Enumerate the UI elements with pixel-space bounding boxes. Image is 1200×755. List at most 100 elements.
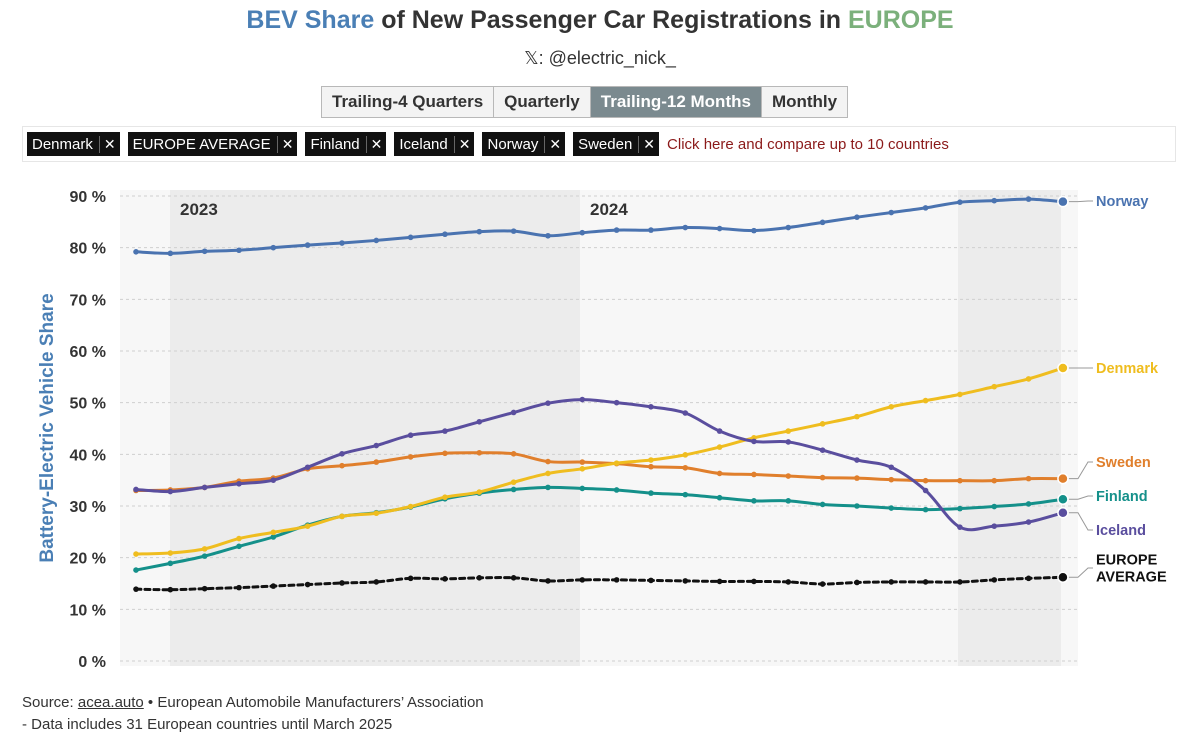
chip-iceland: Iceland ✕ xyxy=(394,132,475,156)
y-tick-label: 30 % xyxy=(70,499,106,516)
data-point-denmark xyxy=(304,523,311,529)
data-point-sweden xyxy=(991,477,998,484)
data-point-iceland xyxy=(854,457,860,463)
data-point-europe-average xyxy=(579,577,586,583)
data-point-norway xyxy=(613,227,620,233)
data-point-europe-average xyxy=(373,579,380,585)
series-label-europe-average: AVERAGE xyxy=(1096,570,1167,586)
source-link[interactable]: acea.auto xyxy=(77,694,144,711)
data-point-norway xyxy=(991,197,998,204)
y-tick-label: 50 % xyxy=(70,396,106,413)
data-point-denmark xyxy=(648,457,654,463)
chip-label: EUROPE AVERAGE xyxy=(132,135,271,153)
data-point-finland xyxy=(819,501,826,508)
data-point-iceland xyxy=(304,464,311,471)
data-point-sweden xyxy=(442,450,448,457)
data-point-finland xyxy=(888,505,895,511)
data-point-norway xyxy=(854,214,860,220)
series-label-denmark: Denmark xyxy=(1096,361,1159,377)
data-point-norway xyxy=(339,240,345,246)
data-point-iceland xyxy=(751,438,757,445)
data-point-iceland xyxy=(270,477,277,483)
data-point-denmark xyxy=(991,383,998,390)
chip-label: Norway xyxy=(487,135,539,153)
data-point-norway xyxy=(819,219,826,226)
data-point-norway xyxy=(716,225,723,232)
data-point-iceland xyxy=(442,428,448,434)
data-point-europe-average xyxy=(819,581,826,587)
chip-label: Sweden xyxy=(578,135,633,153)
country-selector[interactable]: Denmark ✕ EUROPE AVERAGE ✕ Finland ✕ Ice… xyxy=(22,126,1176,162)
data-point-iceland xyxy=(133,486,139,493)
data-point-iceland xyxy=(476,418,483,425)
data-point-europe-average xyxy=(476,575,483,581)
title-europe: EUROPE xyxy=(848,6,954,34)
data-point-iceland xyxy=(1025,519,1032,525)
period-tabs: Trailing-4 Quarters Quarterly Trailing-1… xyxy=(321,86,849,118)
data-point-finland xyxy=(785,498,792,504)
y-tick-label: 90 % xyxy=(70,189,106,206)
tab-trailing-4-quarters[interactable]: Trailing-4 Quarters xyxy=(322,87,495,117)
data-point-denmark xyxy=(922,397,929,404)
data-point-denmark xyxy=(854,413,860,420)
chart-title: BEV Share of New Passenger Car Registrat… xyxy=(0,6,1200,35)
year-band-2025 xyxy=(958,190,1061,666)
data-point-denmark xyxy=(407,503,414,510)
y-tick-label: 80 % xyxy=(70,241,106,258)
series-label-sweden: Sweden xyxy=(1096,455,1151,471)
data-point-norway xyxy=(167,250,174,257)
data-point-finland xyxy=(991,503,998,510)
y-axis-title: Battery-Electric Vehicle Share xyxy=(37,293,58,562)
data-point-iceland xyxy=(682,410,689,416)
data-point-iceland xyxy=(716,428,723,434)
compare-countries-link[interactable]: Click here and compare up to 10 countrie… xyxy=(667,135,949,153)
remove-finland-close-icon[interactable]: ✕ xyxy=(365,135,387,153)
tab-monthly[interactable]: Monthly xyxy=(761,87,848,117)
data-point-denmark xyxy=(373,510,380,517)
data-point-finland xyxy=(648,490,654,496)
tab-quarterly[interactable]: Quarterly xyxy=(494,87,591,117)
data-point-norway xyxy=(922,205,929,211)
data-point-finland xyxy=(922,506,929,513)
data-point-finland xyxy=(957,505,963,512)
data-point-denmark xyxy=(201,546,208,552)
data-point-finland xyxy=(545,484,551,491)
data-point-europe-average xyxy=(613,577,620,583)
remove-sweden-close-icon[interactable]: ✕ xyxy=(638,135,659,153)
data-point-iceland xyxy=(648,404,654,410)
data-point-sweden xyxy=(545,458,551,465)
remove-norway-close-icon[interactable]: ✕ xyxy=(544,135,565,153)
y-tick-label: 40 % xyxy=(70,447,106,464)
data-point-sweden xyxy=(922,477,929,484)
data-point-europe-average xyxy=(270,583,277,589)
data-point-denmark xyxy=(888,404,895,410)
remove-denmark-close-icon[interactable]: ✕ xyxy=(98,135,120,153)
tab-trailing-12-months[interactable]: Trailing-12 Months xyxy=(590,87,762,117)
data-point-sweden xyxy=(373,459,380,465)
data-point-iceland xyxy=(201,484,208,491)
data-point-denmark xyxy=(819,421,826,427)
data-point-norway xyxy=(510,228,517,234)
remove-iceland-close-icon[interactable]: ✕ xyxy=(453,135,475,153)
data-point-finland xyxy=(613,487,620,493)
data-point-europe-average xyxy=(407,575,414,582)
data-point-finland xyxy=(201,553,208,559)
data-note: - Data includes 31 European countries un… xyxy=(22,716,393,733)
data-point-norway xyxy=(236,247,242,254)
series-label-iceland: Iceland xyxy=(1096,523,1146,539)
data-point-finland xyxy=(716,494,723,501)
data-point-norway xyxy=(133,249,139,255)
label-connector xyxy=(1068,567,1093,578)
line-chart: 0 % 10 % 20 % 30 % 40 % 50 % 60 % 70 % 80 % 90 % B… xyxy=(37,189,1167,671)
y-tick-label: 10 % xyxy=(70,602,106,619)
source-prefix: Source: xyxy=(22,694,78,711)
data-point-sweden xyxy=(716,470,723,477)
remove-europe-average-close-icon[interactable]: ✕ xyxy=(276,135,298,153)
data-point-europe-average xyxy=(648,577,654,584)
data-point-iceland xyxy=(510,409,517,416)
data-point-norway xyxy=(579,229,586,236)
data-point-finland xyxy=(270,534,277,540)
data-point-denmark xyxy=(1025,376,1032,382)
data-point-iceland xyxy=(545,400,551,406)
data-point-finland xyxy=(579,485,586,492)
